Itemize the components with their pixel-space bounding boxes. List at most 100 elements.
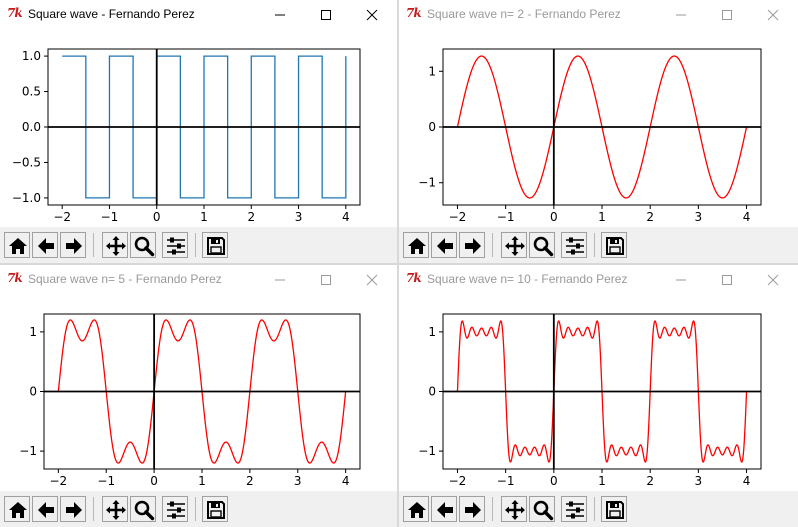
minimize-button[interactable] [658, 0, 704, 30]
x-tick-label: 2 [646, 210, 654, 224]
subplots-button[interactable] [162, 232, 188, 258]
toolbar-separator [594, 497, 595, 521]
tk-feather-icon: 7k [7, 271, 23, 285]
save-button[interactable] [202, 496, 228, 522]
arrow-right-icon [66, 238, 82, 254]
x-tick-label: 1 [598, 210, 606, 224]
subplots-button[interactable] [162, 496, 188, 522]
maximize-button[interactable] [704, 265, 750, 295]
toolbar-separator [195, 233, 196, 257]
x-tick-label: 0 [550, 210, 558, 224]
plot-canvas[interactable]: −2 −1 0 1 2 3 4 1.0 0.5 0.0 −0.5 −1.0 [0, 30, 397, 227]
minimize-button[interactable] [257, 0, 303, 30]
floppy-disk-icon [207, 501, 225, 519]
arrow-right-icon [465, 238, 481, 254]
pan-button[interactable] [102, 496, 128, 522]
tk-feather-icon: 7k [406, 6, 422, 20]
y-tick-label: −1 [19, 444, 37, 458]
title-bar[interactable]: 7k Square wave n= 10 - Fernando Perez [399, 265, 798, 295]
y-tick-label: 1 [428, 64, 436, 78]
maximize-icon [722, 275, 732, 285]
plot-canvas[interactable]: −2 −1 0 1 2 3 4 1 0 −1 [399, 295, 798, 491]
figure-window-4: 7k Square wave n= 10 - Fernando Perez −2 −1… [399, 265, 798, 527]
x-tick-label: 2 [246, 474, 254, 488]
subplots-button[interactable] [561, 232, 587, 258]
y-tick-label: 0 [29, 385, 37, 399]
zoom-button[interactable] [130, 496, 156, 522]
x-tick-label: −2 [53, 210, 71, 224]
close-icon [366, 9, 378, 21]
maximize-button[interactable] [303, 265, 349, 295]
save-button[interactable] [202, 232, 228, 258]
back-button[interactable] [431, 232, 457, 258]
forward-button[interactable] [60, 232, 86, 258]
home-button[interactable] [4, 232, 30, 258]
title-bar[interactable]: 7k Square wave n= 2 - Fernando Perez [399, 0, 798, 30]
sliders-icon [167, 501, 185, 519]
zoom-button[interactable] [130, 232, 156, 258]
move-icon [505, 236, 525, 256]
arrow-left-icon [437, 238, 453, 254]
back-button[interactable] [32, 232, 58, 258]
title-bar[interactable]: 7k Square wave - Fernando Perez [0, 0, 397, 30]
y-tick-label: −1 [418, 176, 436, 190]
home-icon [408, 502, 426, 518]
x-tick-label: −2 [449, 210, 467, 224]
maximize-icon [722, 10, 732, 20]
forward-button[interactable] [459, 496, 485, 522]
home-button[interactable] [4, 496, 30, 522]
close-button[interactable] [349, 265, 395, 295]
home-icon [9, 238, 27, 254]
subplots-button[interactable] [561, 496, 587, 522]
close-button[interactable] [349, 0, 395, 30]
x-tick-label: −1 [497, 210, 515, 224]
toolbar-separator [492, 497, 493, 521]
minimize-icon [676, 279, 686, 281]
back-button[interactable] [431, 496, 457, 522]
back-button[interactable] [32, 496, 58, 522]
x-tick-label: −1 [497, 474, 515, 488]
x-tick-label: 2 [247, 210, 255, 224]
sliders-icon [566, 237, 584, 255]
toolbar-separator [195, 497, 196, 521]
maximize-button[interactable] [303, 0, 349, 30]
plot-canvas[interactable]: −2 −1 0 1 2 3 4 1 0 −1 [399, 30, 798, 227]
save-button[interactable] [601, 496, 627, 522]
minimize-icon [275, 14, 285, 16]
home-button[interactable] [403, 232, 429, 258]
minimize-icon [275, 279, 285, 281]
home-icon [9, 502, 27, 518]
zoom-button[interactable] [529, 496, 555, 522]
pan-button[interactable] [501, 496, 527, 522]
x-tick-label: −1 [97, 474, 115, 488]
minimize-button[interactable] [658, 265, 704, 295]
close-button[interactable] [750, 265, 796, 295]
x-tick-label: 3 [294, 474, 302, 488]
pan-button[interactable] [102, 232, 128, 258]
home-button[interactable] [403, 496, 429, 522]
floppy-disk-icon [207, 237, 225, 255]
x-tick-label: 3 [695, 474, 703, 488]
x-tick-label: 4 [342, 210, 350, 224]
sliders-icon [167, 237, 185, 255]
pan-button[interactable] [501, 232, 527, 258]
figure-window-1: 7k Square wave - Fernando Perez −2 −1 0 1 2 3 4 1… [0, 0, 397, 263]
title-bar[interactable]: 7k Square wave n= 5 - Fernando Perez [0, 265, 397, 295]
plot-canvas[interactable]: −2 −1 0 1 2 3 4 1 0 −1 [0, 295, 397, 491]
x-tick-label: 3 [695, 210, 703, 224]
close-button[interactable] [750, 0, 796, 30]
minimize-button[interactable] [257, 265, 303, 295]
y-tick-label: 0 [428, 120, 436, 134]
zoom-button[interactable] [529, 232, 555, 258]
save-button[interactable] [601, 232, 627, 258]
figure-window-3: 7k Square wave n= 5 - Fernando Perez −2 −1 0… [0, 265, 397, 527]
x-tick-label: 3 [295, 210, 303, 224]
y-tick-label: 0 [428, 385, 436, 399]
maximize-button[interactable] [704, 0, 750, 30]
forward-button[interactable] [459, 232, 485, 258]
toolbar-separator [93, 497, 94, 521]
window-title: Square wave n= 10 - Fernando Perez [427, 272, 628, 286]
y-tick-label: 0.0 [22, 120, 41, 134]
forward-button[interactable] [60, 496, 86, 522]
close-icon [767, 274, 779, 286]
